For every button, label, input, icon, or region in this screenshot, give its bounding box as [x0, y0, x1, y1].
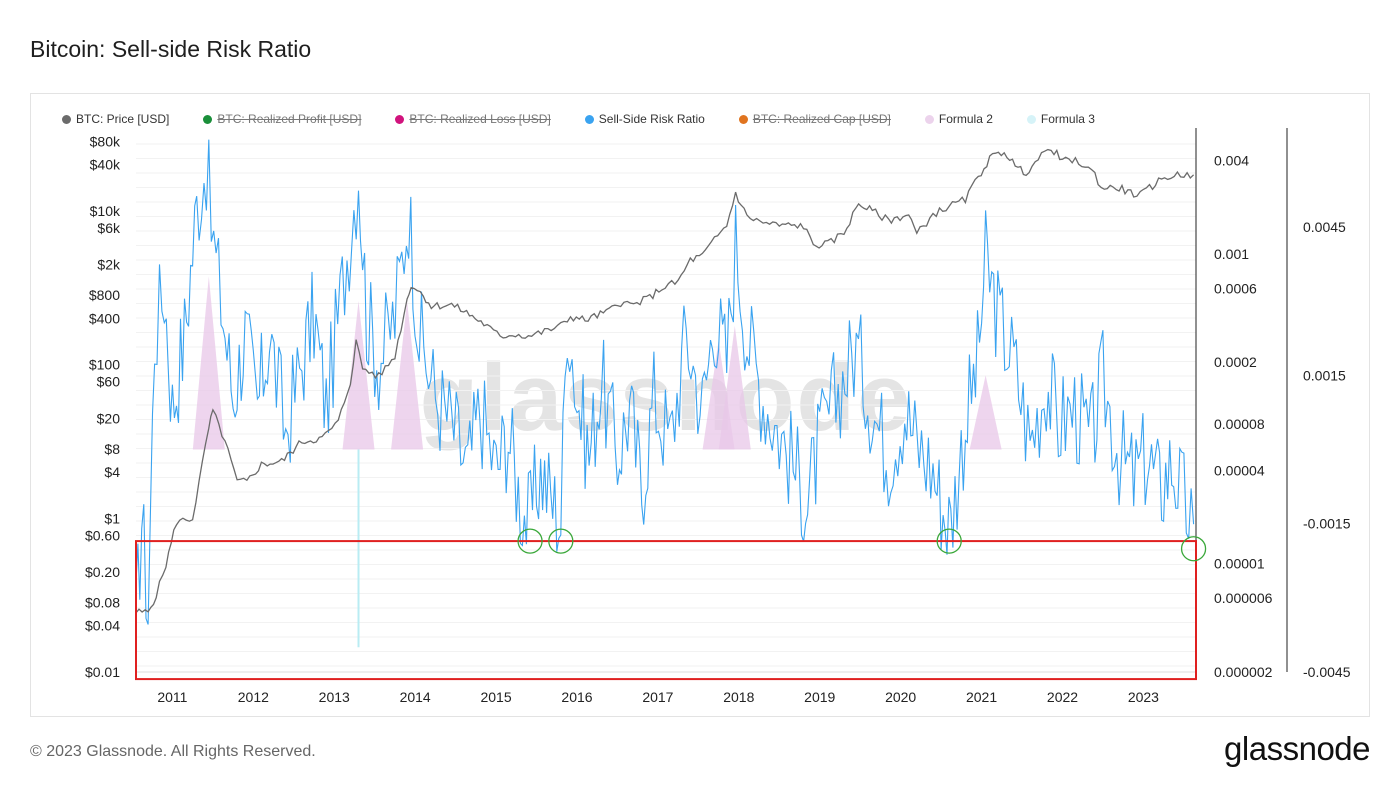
- y-left-tick-label: $80k: [90, 134, 121, 150]
- legend-item[interactable]: BTC: Realized Loss [USD]: [395, 112, 551, 126]
- y-right-tick-label: 0.00004: [1214, 462, 1265, 478]
- chart-title: Bitcoin: Sell-side Risk Ratio: [30, 36, 312, 62]
- y-left-tick-label: $400: [89, 310, 120, 326]
- legend-dot-icon: [584, 114, 594, 124]
- y-right-tick-label: 0.0002: [1214, 354, 1257, 370]
- formula-2-spike: [391, 301, 424, 450]
- legend-label: Formula 2: [938, 112, 993, 126]
- chart-legend: BTC: Price [USD] BTC: Realized Profit [US…: [62, 110, 1129, 128]
- legend-label: Sell-Side Risk Ratio: [598, 112, 705, 126]
- formula-2-spike: [192, 276, 225, 450]
- y-left-tick-label: $1: [104, 510, 120, 526]
- legend-dot-icon: [395, 114, 405, 124]
- y-right-2-tick-label: -0.0045: [1303, 664, 1351, 680]
- y-left-tick-label: $0.20: [85, 564, 120, 580]
- y-right-tick-label: 0.000002: [1214, 664, 1273, 680]
- y-left-tick-label: $100: [89, 357, 120, 373]
- bottom-marker-circle: [1180, 536, 1207, 562]
- gridlines: [136, 143, 1196, 667]
- x-tick-label: 2016: [561, 689, 592, 705]
- y-left-tick-label: $60: [97, 374, 121, 390]
- y-left-tick-label: $10k: [90, 203, 121, 219]
- y-right-tick-label: 0.00001: [1214, 556, 1265, 572]
- y-left-tick-label: $0.01: [85, 664, 120, 680]
- x-tick-label: 2020: [885, 689, 916, 705]
- y-right-2-tick-label: 0.0015: [1303, 367, 1346, 383]
- y-right-2-tick-label: -0.0015: [1303, 516, 1351, 532]
- y-right-tick-label: 0.0006: [1214, 280, 1257, 296]
- x-tick-label: 2013: [319, 689, 350, 705]
- y-right-tick-label: 0.004: [1214, 153, 1249, 169]
- bottom-marker-circle: [517, 528, 543, 554]
- highlight-box: [135, 540, 1197, 681]
- formula-2-spike: [342, 301, 375, 450]
- btc-price-line: [135, 148, 1195, 614]
- legend-label: BTC: Realized Profit [USD]: [217, 112, 362, 126]
- x-tick-label: 2011: [157, 689, 187, 705]
- y-left-tick-label: $800: [89, 287, 120, 303]
- sell-side-risk-ratio-line: [135, 139, 1195, 625]
- x-tick-label: 2022: [1047, 689, 1078, 705]
- y-left-tick-label: $20: [97, 410, 121, 426]
- x-tick-label: 2015: [480, 689, 511, 705]
- y-left-tick-label: $0.60: [85, 527, 120, 543]
- legend-dot-icon: [924, 114, 934, 124]
- formula-2-spike: [969, 375, 1002, 450]
- y-left-tick-label: $0.04: [85, 618, 120, 634]
- x-tick-label: 2018: [723, 689, 754, 705]
- x-tick-label: 2023: [1128, 689, 1159, 705]
- y-left-tick-label: $40k: [90, 157, 121, 173]
- legend-label: BTC: Realized Loss [USD]: [409, 112, 551, 126]
- y-left-tick-label: $8: [104, 441, 120, 457]
- y-left-tick-label: $4: [104, 464, 120, 480]
- y-right-tick-label: 0.000006: [1214, 590, 1273, 606]
- glassnode-logo[interactable]: glassnode: [1224, 730, 1370, 767]
- x-tick-label: 2017: [642, 689, 673, 705]
- formula-2-series: [192, 276, 1002, 450]
- y-right-tick-label: 0.00008: [1214, 416, 1265, 432]
- legend-label: BTC: Realized Cap [USD]: [752, 112, 891, 126]
- legend-item[interactable]: BTC: Realized Profit [USD]: [203, 112, 361, 126]
- legend-dot-icon: [738, 114, 748, 124]
- x-tick-label: 2012: [238, 689, 269, 705]
- x-tick-label: 2014: [400, 689, 431, 705]
- legend-item[interactable]: BTC: Price [USD]: [62, 112, 169, 126]
- x-tick-label: 2021: [966, 689, 997, 705]
- bottom-marker-circle: [936, 528, 962, 554]
- y-left-tick-label: $2k: [97, 257, 121, 273]
- legend-label: BTC: Price [USD]: [76, 112, 170, 126]
- legend-item[interactable]: BTC: Realized Cap [USD]: [738, 112, 891, 126]
- legend-item[interactable]: Formula 2: [924, 112, 993, 126]
- legend-item[interactable]: Sell-Side Risk Ratio: [584, 112, 705, 126]
- formula-2-spike: [718, 325, 751, 450]
- y-right-tick-label: 0.001: [1214, 246, 1249, 262]
- legend-label: Formula 3: [1040, 112, 1095, 126]
- y-left-tick-label: $0.08: [85, 595, 120, 611]
- bottom-marker-circle: [548, 528, 574, 554]
- y-left-tick-label: $6k: [97, 220, 121, 236]
- legend-dot-icon: [1026, 114, 1036, 124]
- x-tick-label: 2019: [804, 689, 835, 705]
- legend-dot-icon: [203, 114, 213, 124]
- y-right-2-tick-label: 0.0045: [1303, 219, 1346, 235]
- copyright-footer: © 2023 Glassnode. All Rights Reserved.: [30, 743, 316, 760]
- legend-dot-icon: [62, 114, 71, 124]
- legend-item[interactable]: Formula 3: [1026, 112, 1095, 126]
